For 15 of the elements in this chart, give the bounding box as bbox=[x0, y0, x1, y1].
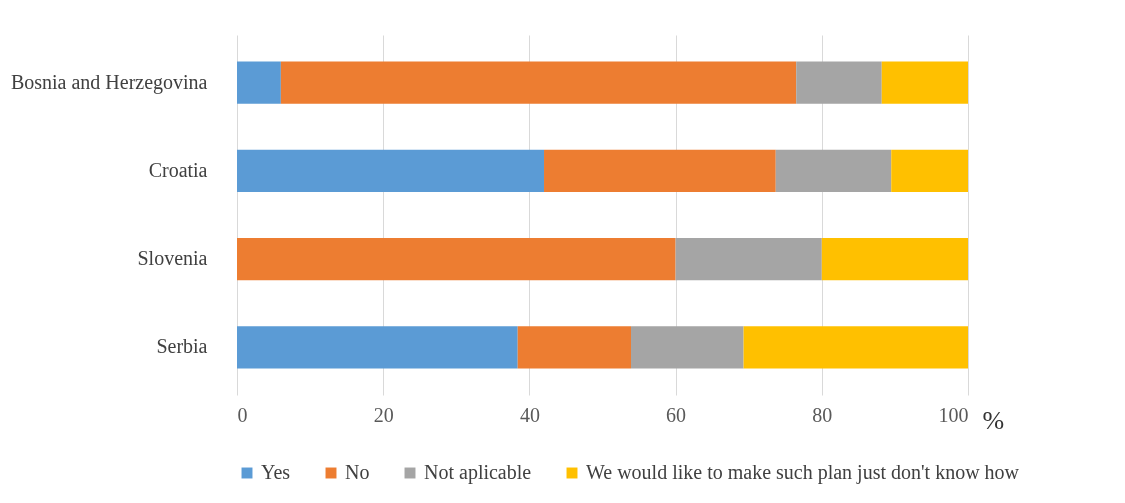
x-axis-title: % bbox=[982, 405, 1005, 435]
x-tick-label: 100 bbox=[938, 403, 969, 426]
y-tick-label: Croatia bbox=[148, 158, 208, 181]
legend-label: No bbox=[345, 461, 370, 483]
legend-label: Not aplicable bbox=[424, 461, 532, 484]
x-tick-label: 40 bbox=[519, 403, 540, 426]
x-tick-label: 80 bbox=[812, 403, 833, 426]
y-tick-label: Serbia bbox=[156, 335, 208, 358]
legend-label: Yes bbox=[261, 461, 291, 483]
y-tick-label: Slovenia bbox=[137, 247, 208, 270]
y-tick-label: Bosnia and Herzegovina bbox=[10, 70, 208, 94]
x-tick-label: 60 bbox=[666, 403, 687, 426]
x-tick-label: 0 bbox=[237, 403, 248, 426]
legend-label: We would like to make such plan just don't know how bbox=[586, 461, 1020, 484]
x-tick-label: 20 bbox=[373, 403, 394, 426]
